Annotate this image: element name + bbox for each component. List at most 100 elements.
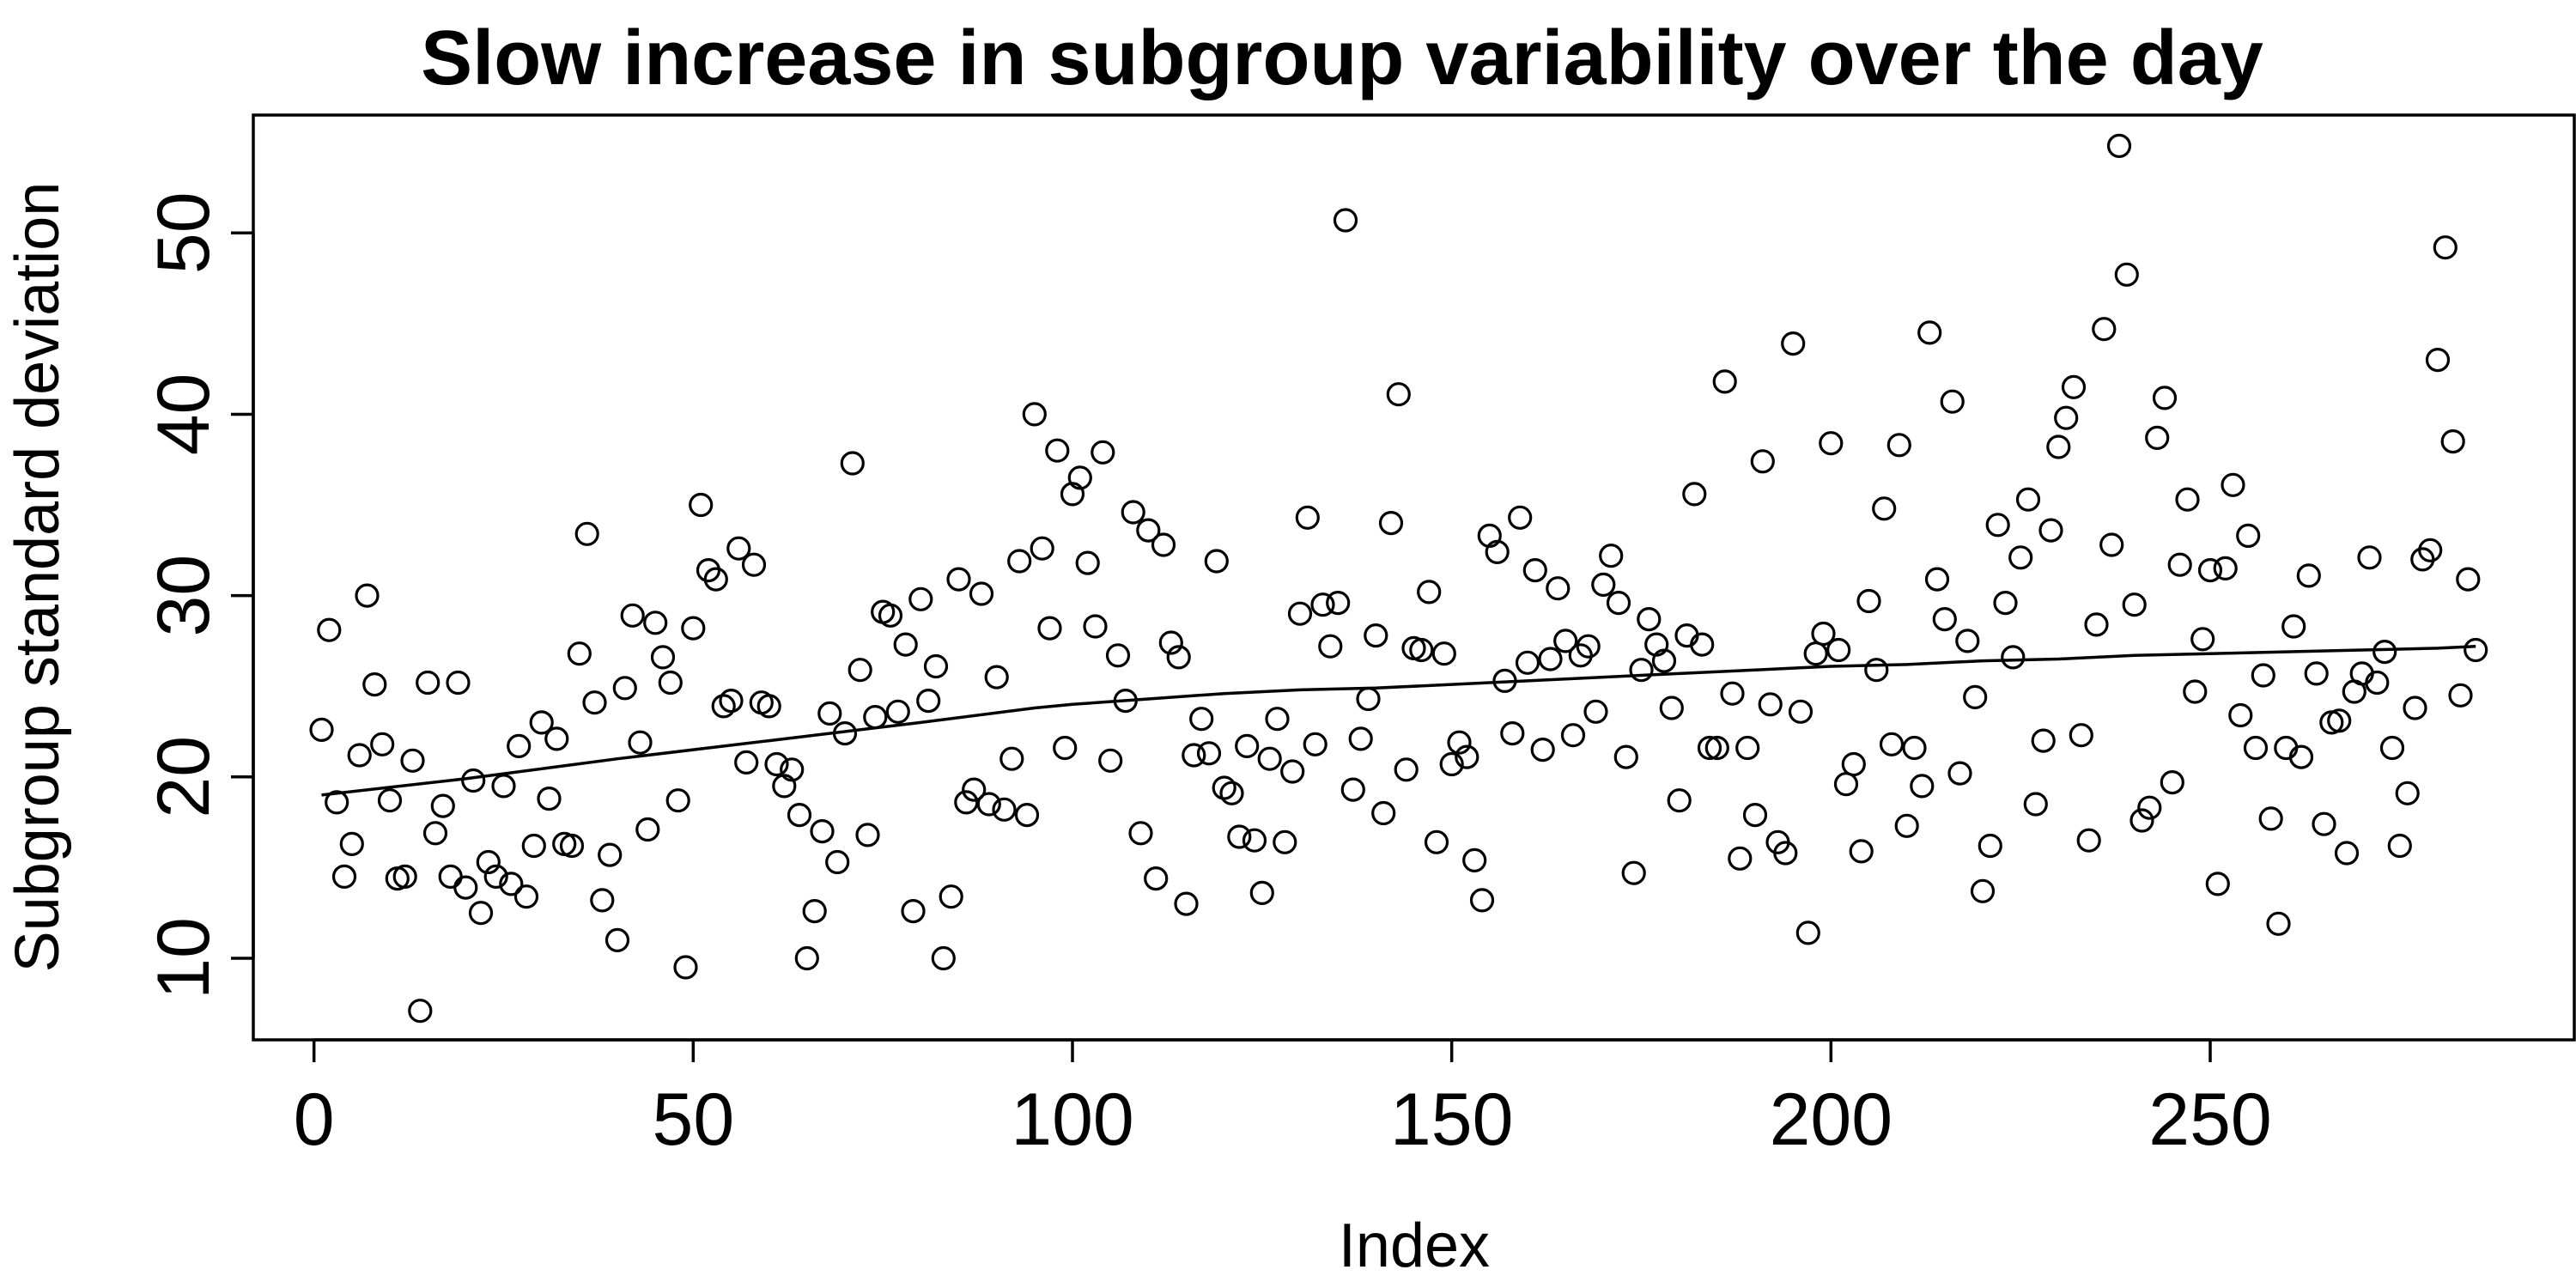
data-point: [1940, 389, 1965, 414]
data-point: [1189, 707, 1214, 732]
data-point: [2281, 614, 2306, 639]
data-point: [521, 833, 546, 859]
data-point: [689, 492, 714, 518]
data-point: [908, 586, 933, 611]
data-point: [1576, 634, 1601, 659]
data-point: [2008, 545, 2033, 570]
data-point: [1439, 751, 1464, 777]
data-point: [2213, 556, 2238, 581]
data-point: [1932, 606, 1957, 632]
data-point: [1629, 658, 1654, 683]
data-point: [1356, 686, 1381, 712]
data-point: [2152, 386, 2178, 410]
data-point: [1151, 532, 1176, 557]
data-point: [1128, 821, 1153, 846]
data-point: [1091, 440, 1115, 465]
data-point: [2258, 806, 2283, 831]
data-point: [2129, 808, 2154, 833]
data-point: [1560, 723, 1586, 748]
data-point: [1583, 699, 1608, 724]
data-point: [1515, 650, 1540, 675]
data-point: [726, 536, 751, 561]
data-point: [1993, 590, 2018, 616]
data-point: [1758, 692, 1783, 717]
data-point: [1455, 744, 1479, 769]
data-point: [620, 603, 645, 628]
data-point: [1166, 645, 1191, 670]
data-point: [1424, 829, 1449, 854]
data-point: [2296, 563, 2321, 588]
data-point: [969, 581, 994, 606]
data-point: [939, 884, 963, 909]
data-point: [430, 793, 455, 818]
data-point: [673, 955, 698, 980]
data-point: [2160, 769, 2184, 795]
data-point: [1394, 757, 1419, 782]
data-point: [658, 670, 683, 696]
data-point: [1667, 788, 1692, 813]
data-point: [483, 864, 508, 890]
x-tick-label: 100: [1011, 1078, 1134, 1161]
data-point: [2145, 425, 2170, 450]
data-point: [1728, 846, 1753, 871]
y-tick-label: 30: [143, 555, 225, 637]
data-point: [1978, 833, 2002, 859]
data-point: [1697, 735, 1722, 761]
data-point: [1720, 681, 1745, 706]
data-point: [416, 670, 440, 696]
data-point: [2236, 523, 2261, 549]
data-point: [1591, 572, 1616, 598]
data-point: [2183, 679, 2208, 704]
x-axis: 0 50 100 150 200 250: [294, 1038, 2272, 1161]
data-point: [665, 788, 690, 813]
data-point: [1637, 606, 1662, 632]
data-point: [1773, 841, 1798, 866]
data-point: [650, 645, 676, 670]
data-point: [468, 901, 494, 926]
data-point: [2205, 872, 2230, 896]
data-point: [1287, 601, 1313, 626]
data-point: [1682, 482, 1707, 507]
data-point: [893, 632, 918, 657]
data-point: [764, 751, 789, 777]
data-point: [1833, 772, 1859, 797]
data-point: [2061, 374, 2087, 399]
data-point: [1067, 465, 1092, 490]
data-point: [1902, 735, 1927, 761]
data-point: [1621, 860, 1646, 885]
data-point: [1599, 544, 1624, 568]
data-point: [2190, 627, 2215, 652]
data-point: [1795, 920, 1820, 945]
data-point: [2379, 735, 2405, 761]
data-point: [1963, 684, 1988, 710]
data-point: [2023, 792, 2048, 817]
data-point: [582, 690, 607, 715]
data-point: [741, 552, 767, 577]
data-point: [1144, 866, 1169, 891]
data-point: [840, 451, 865, 476]
data-point: [507, 733, 532, 759]
data-point: [2114, 262, 2139, 287]
data-point: [559, 833, 585, 859]
data-point: [787, 802, 812, 828]
data-point: [2357, 545, 2382, 570]
trend-line: [321, 644, 2476, 797]
data-point: [400, 748, 425, 773]
data-point: [1530, 737, 1555, 762]
data-point: [885, 699, 910, 724]
data-point: [1879, 732, 1905, 756]
data-point: [1690, 632, 1715, 657]
data-point: [817, 701, 842, 726]
data-point: [1105, 643, 1131, 668]
data-point: [2464, 637, 2488, 663]
y-tick-label: 20: [143, 736, 225, 818]
data-point: [362, 671, 387, 697]
data-point: [2167, 552, 2192, 577]
data-point: [1659, 696, 1684, 720]
data-point: [1121, 500, 1145, 525]
data-point: [438, 864, 463, 890]
data-point: [2228, 702, 2253, 728]
data-point: [574, 521, 599, 546]
x-tick-label: 0: [294, 1078, 335, 1161]
data-point: [711, 694, 736, 719]
